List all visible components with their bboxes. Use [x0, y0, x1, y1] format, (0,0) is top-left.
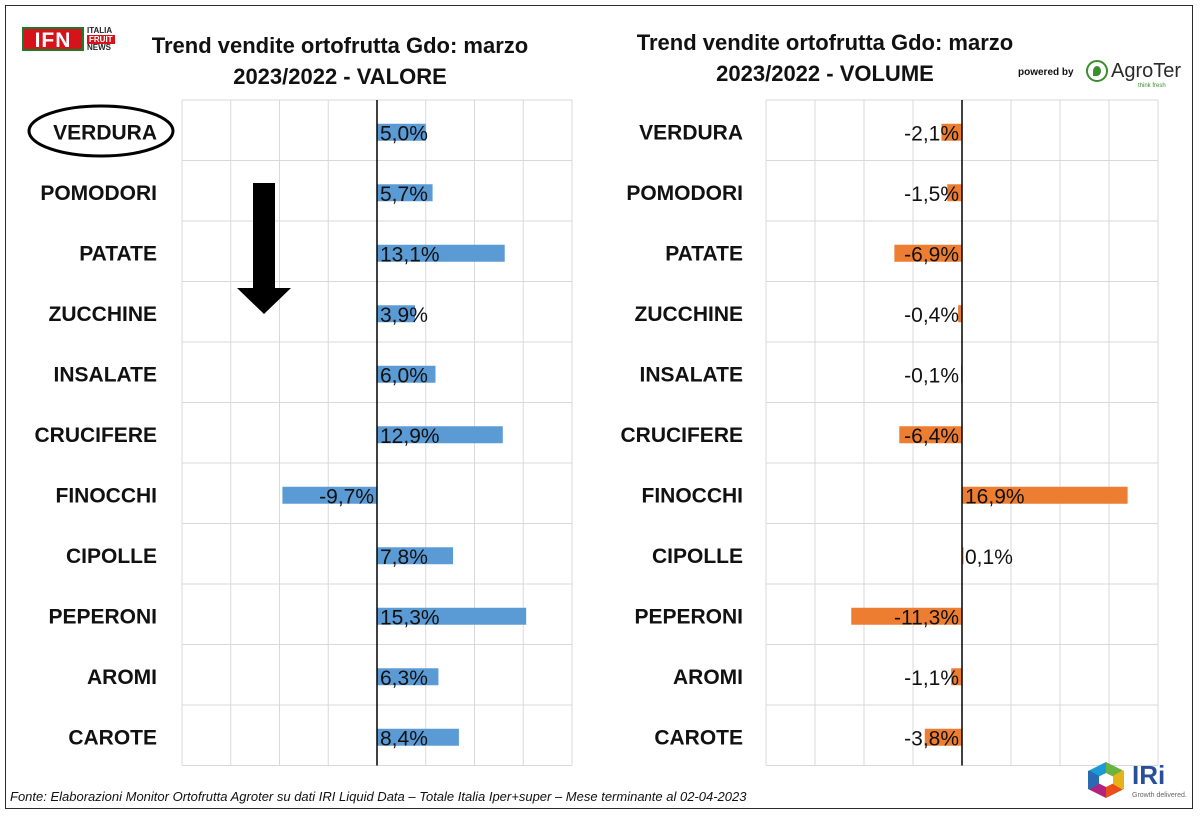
valore-value-label: -9,7%	[319, 485, 374, 508]
ifn-logo-text: ITALIA FRUIT NEWS	[87, 26, 115, 53]
valore-bar	[377, 305, 416, 323]
ifn-logo-line-3: NEWS	[87, 43, 111, 52]
volume-category-label: CIPOLLE	[652, 545, 743, 568]
valore-value-label: 13,1%	[380, 243, 440, 266]
valore-category-label: CIPOLLE	[66, 545, 157, 568]
volume-category-label: INSALATE	[640, 363, 743, 386]
valore-value-label: 12,9%	[380, 425, 440, 448]
volume-bar	[962, 486, 1128, 504]
volume-bar	[899, 426, 962, 444]
valore-category-label: CRUCIFERE	[34, 424, 157, 447]
valore-value-label: 6,0%	[380, 364, 428, 387]
down-arrow-icon	[237, 183, 291, 314]
volume-bar	[851, 607, 962, 625]
volume-category-label: PATATE	[665, 242, 743, 265]
volume-category-label: AROMI	[673, 666, 743, 689]
iri-tagline: Growth delivered.	[1132, 792, 1187, 799]
volume-value-label: 0,1%	[965, 546, 1013, 569]
volume-category-label: CAROTE	[654, 726, 743, 749]
valore-bar	[377, 244, 505, 262]
powered-by-label: powered by	[1018, 67, 1074, 78]
valore-value-label: 5,7%	[380, 183, 428, 206]
valore-bar	[377, 426, 503, 444]
valore-category-label: FINOCCHI	[56, 484, 158, 507]
valore-category-label: CAROTE	[68, 726, 157, 749]
valore-value-label: 6,3%	[380, 667, 428, 690]
volume-value-label: -3,8%	[904, 727, 959, 750]
valore-category-label: ZUCCHINE	[49, 303, 158, 326]
volume-value-label: -6,9%	[904, 243, 959, 266]
volume-category-label: ZUCCHINE	[635, 303, 744, 326]
valore-value-label: 3,9%	[380, 304, 428, 327]
volume-bar	[941, 123, 962, 141]
volume-value-label: -0,1%	[904, 364, 959, 387]
valore-bar	[377, 123, 426, 141]
volume-bar	[894, 244, 962, 262]
volume-bar	[947, 184, 962, 202]
valore-bar	[377, 365, 436, 383]
volume-value-label: 16,9%	[965, 485, 1025, 508]
volume-bar	[951, 668, 962, 686]
valore-bar	[377, 668, 439, 686]
volume-category-label: POMODORI	[626, 182, 743, 205]
valore-bar	[282, 486, 377, 504]
valore-category-label: INSALATE	[54, 363, 157, 386]
agroter-leaf-icon	[1086, 60, 1108, 82]
volume-value-label: -1,5%	[904, 183, 959, 206]
volume-bar	[958, 305, 962, 323]
volume-value-label: -1,1%	[904, 667, 959, 690]
volume-value-label: -0,4%	[904, 304, 959, 327]
valore-value-label: 15,3%	[380, 606, 440, 629]
valore-category-label: AROMI	[87, 666, 157, 689]
volume-value-label: -2,1%	[904, 122, 959, 145]
volume-category-label: CRUCIFERE	[620, 424, 743, 447]
valore-value-label: 5,0%	[380, 122, 428, 145]
highlight-ellipse	[27, 104, 175, 158]
source-note: Fonte: Elaborazioni Monitor Ortofrutta A…	[10, 789, 747, 804]
ifn-logo-line-2: FRUIT	[87, 34, 115, 44]
chart-title-valore-line-2: 2023/2022 - VALORE	[233, 64, 447, 89]
chart-title-volume-line-2: 2023/2022 - VOLUME	[716, 61, 934, 86]
chart-title-volume-line-1: Trend vendite ortofrutta Gdo: marzo	[636, 30, 1014, 55]
figure-frame	[5, 5, 1193, 809]
volume-category-label: PEPERONI	[634, 605, 743, 628]
chart-title-volume: Trend vendite ortofrutta Gdo: marzo 2023…	[590, 27, 1060, 89]
valore-bar	[377, 547, 454, 565]
valore-category-label: POMODORI	[40, 182, 157, 205]
valore-value-label: 8,4%	[380, 727, 428, 750]
volume-value-label: -11,3%	[894, 606, 959, 629]
iri-logo: IRi Growth delivered.	[1088, 758, 1188, 804]
valore-value-label: 7,8%	[380, 546, 428, 569]
volume-bar	[924, 728, 962, 746]
iri-cube-icon	[1088, 762, 1124, 798]
valore-bar	[377, 184, 433, 202]
chart-title-valore: Trend vendite ortofrutta Gdo: marzo 2023…	[110, 30, 570, 92]
iri-name: IRi	[1132, 760, 1166, 790]
volume-value-label: -6,4%	[904, 425, 959, 448]
agroter-logo: powered by AgroTer think fresh	[1018, 58, 1183, 92]
chart-title-valore-line-1: Trend vendite ortofrutta Gdo: marzo	[151, 33, 529, 58]
valore-bar	[377, 728, 459, 746]
volume-category-label: FINOCCHI	[642, 484, 744, 507]
ifn-logo-line-1: ITALIA	[87, 26, 113, 35]
volume-category-label: VERDURA	[639, 121, 743, 144]
ifn-logo: IFN ITALIA FRUIT NEWS	[22, 26, 127, 53]
valore-bar	[377, 607, 527, 625]
ifn-logo-mark: IFN	[22, 27, 84, 52]
agroter-name: AgroTer	[1111, 60, 1182, 82]
agroter-tagline: think fresh	[1138, 83, 1166, 89]
valore-category-label: PEPERONI	[48, 605, 157, 628]
valore-category-label: PATATE	[79, 242, 157, 265]
valore-category-label: VERDURA	[53, 121, 157, 144]
